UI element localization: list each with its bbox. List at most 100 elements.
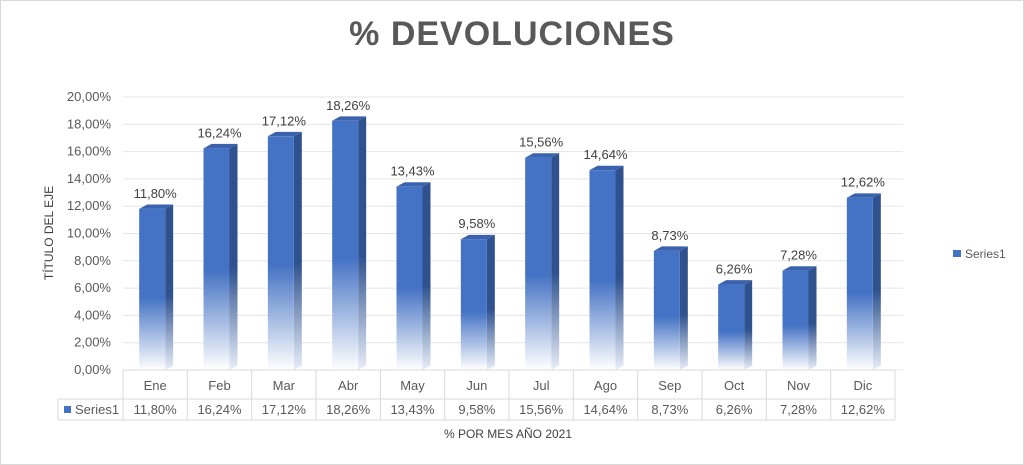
bar	[332, 116, 367, 370]
y-tick-label: 8,00%	[74, 253, 111, 268]
table-value: 11,80%	[134, 402, 178, 417]
bar	[846, 193, 881, 370]
category-label: Sep	[658, 378, 681, 393]
table-value: 12,62%	[841, 402, 886, 417]
legend-label: Series1	[965, 247, 1006, 261]
bar-side	[486, 234, 495, 370]
bar	[139, 204, 174, 370]
y-tick-label: 4,00%	[74, 307, 111, 322]
legend: Series1	[953, 247, 1006, 261]
bar	[396, 182, 431, 370]
data-label: 8,73%	[651, 228, 688, 243]
bar-front	[203, 148, 230, 370]
bar-front	[396, 186, 423, 370]
data-label: 9,58%	[458, 216, 495, 231]
bar-front	[139, 208, 166, 370]
bar-side	[679, 246, 688, 370]
bar-top	[139, 204, 174, 209]
category-label: Dic	[853, 378, 872, 393]
bar-top	[718, 280, 753, 285]
y-tick-label: 20,00%	[67, 89, 112, 104]
bar-side	[551, 153, 560, 370]
bar	[203, 143, 238, 370]
bar-front	[267, 136, 294, 370]
y-axis-title: TÍTULO DEL EJE	[41, 186, 56, 280]
y-tick-label: 12,00%	[67, 198, 112, 213]
bar-side	[808, 266, 817, 370]
data-label: 6,26%	[716, 262, 753, 277]
bar	[782, 266, 817, 370]
data-label: 7,28%	[780, 248, 817, 263]
table-value: 18,26%	[326, 402, 371, 417]
data-label: 12,62%	[841, 175, 886, 190]
y-tick-label: 16,00%	[67, 144, 112, 159]
bar-top	[846, 193, 881, 198]
data-table: Series1 Ene 11,80% Feb 16,24% Mar 17,12% Abr 18,…	[57, 369, 896, 421]
category-label: May	[400, 378, 425, 393]
bar-front	[782, 270, 809, 370]
category-label: Abr	[338, 378, 359, 393]
category-label: Oct	[724, 378, 745, 393]
bar-front	[846, 197, 873, 370]
bar	[267, 131, 302, 370]
bar-top	[332, 116, 367, 121]
data-label: 17,12%	[262, 113, 307, 128]
y-tick-label: 14,00%	[67, 171, 112, 186]
table-value: 13,43%	[390, 402, 435, 417]
y-tick-labels: 0,00% 2,00% 4,00% 6,00% 8,00% 10,00% 12,00% 14,…	[67, 89, 112, 377]
bar	[460, 234, 495, 370]
table-value: 9,58%	[458, 402, 495, 417]
bar-side	[229, 143, 238, 370]
bar-side	[293, 131, 302, 370]
table-value: 16,24%	[197, 402, 242, 417]
table-value: 7,28%	[780, 402, 817, 417]
table-series-label: Series1	[75, 402, 119, 417]
bar-top	[460, 234, 495, 240]
bar-front	[718, 284, 745, 370]
legend-swatch	[953, 250, 961, 257]
category-label: Feb	[208, 378, 230, 393]
bar-top	[782, 266, 817, 271]
category-label: Jun	[466, 378, 487, 393]
data-label: 16,24%	[197, 125, 242, 140]
bar-side	[422, 182, 431, 370]
bar-front	[653, 250, 680, 370]
y-tick-label: 10,00%	[67, 226, 112, 241]
table-value: 8,73%	[651, 402, 688, 417]
bar-top	[525, 153, 560, 158]
bar-front	[332, 120, 359, 370]
bar	[653, 246, 688, 370]
category-label: Jul	[533, 378, 550, 393]
data-label: 18,26%	[326, 98, 371, 113]
data-label: 14,64%	[583, 147, 628, 162]
bar-front	[460, 239, 487, 370]
bar-side	[358, 116, 367, 370]
bar-side	[744, 280, 753, 370]
table-value: 14,64%	[583, 402, 628, 417]
y-tick-label: 6,00%	[74, 280, 111, 295]
bar	[525, 153, 560, 370]
table-legend-key	[64, 406, 71, 413]
bar-top	[589, 165, 624, 171]
category-label: Mar	[273, 378, 296, 393]
bar-top	[653, 246, 688, 251]
bar-front	[525, 157, 552, 370]
data-label: 13,43%	[390, 164, 435, 179]
bar-top	[267, 131, 302, 137]
data-label: 15,56%	[519, 135, 564, 150]
y-tick-label: 0,00%	[74, 362, 111, 377]
bar-side	[872, 193, 881, 370]
bar-front	[589, 170, 616, 370]
gridlines	[123, 96, 903, 371]
bar	[718, 280, 753, 370]
category-label: Nov	[787, 378, 811, 393]
bar	[589, 165, 624, 370]
table-value: 6,26%	[716, 402, 753, 417]
bar-side	[615, 165, 624, 370]
category-label: Ene	[144, 378, 167, 393]
table-value: 17,12%	[262, 402, 307, 417]
category-label: Ago	[594, 378, 617, 393]
data-label: 11,80%	[134, 186, 178, 201]
chart-title: % DEVOLUCIONES	[349, 15, 675, 53]
